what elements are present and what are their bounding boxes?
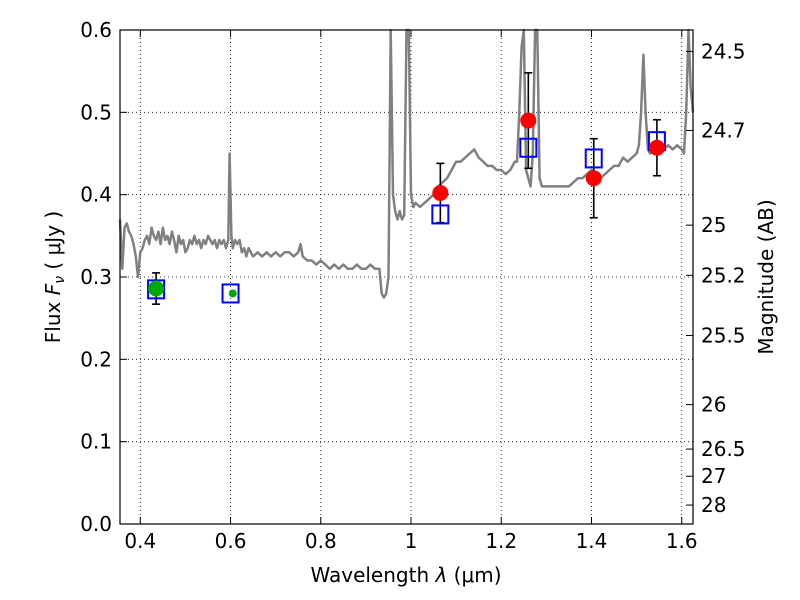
y-tick-label: 0.2	[80, 347, 112, 371]
tick-labels: 0.4 0.6 0.8 1 1.2 1.4 1.6 0.0 0.1 0.2 0.3 0.4 0.5 0.6…	[80, 18, 745, 553]
y2-tick-label: 28	[701, 493, 726, 517]
circle-marker	[432, 185, 449, 202]
y2-tick-label: 26	[701, 393, 726, 417]
circle-marker	[648, 139, 665, 156]
x-tick-label: 1	[405, 529, 418, 553]
square-marker	[584, 148, 603, 169]
spectrum-layer	[118, 28, 695, 299]
x-tick-label: 1.4	[576, 529, 608, 553]
y-tick-label: 0.0	[80, 512, 112, 536]
circle-marker	[228, 289, 237, 298]
spectrum-line	[118, 28, 695, 299]
y-tick-label: 0.5	[80, 100, 112, 124]
y-axis-label: Flux Fν ( μJy )	[41, 211, 68, 343]
x-tick-label: 1.6	[666, 529, 698, 553]
x-tick-label: 1.2	[485, 529, 517, 553]
y-tick-label: 0.3	[80, 265, 112, 289]
square-marker	[221, 283, 240, 304]
x-tick-label: 0.4	[124, 529, 156, 553]
ticks	[120, 29, 693, 525]
y2-tick-label: 26.5	[701, 437, 746, 461]
circle-marker	[148, 280, 165, 297]
square-marker	[147, 279, 166, 300]
x-tick-label: 0.8	[305, 529, 337, 553]
x-tick-label: 0.6	[215, 529, 247, 553]
circle-marker	[585, 170, 602, 187]
y-tick-label: 0.6	[80, 18, 112, 42]
circle-marker	[520, 112, 537, 129]
y-tick-label: 0.4	[80, 183, 112, 207]
y2-tick-label: 25	[701, 213, 726, 237]
y2-tick-label: 25.5	[701, 323, 746, 347]
y2-tick-label: 24.7	[701, 118, 746, 142]
x-axis-label: Wavelength λ (μm)	[310, 563, 501, 587]
markers-layer	[147, 72, 666, 305]
y2-tick-label: 25.2	[701, 263, 746, 287]
y2-tick-label: 24.5	[701, 39, 746, 63]
square-marker	[519, 137, 538, 158]
y2-axis-label: Magnitude (AB)	[754, 199, 778, 354]
y-tick-label: 0.1	[80, 430, 112, 454]
square-marker	[431, 204, 450, 225]
y2-tick-label: 27	[701, 464, 726, 488]
